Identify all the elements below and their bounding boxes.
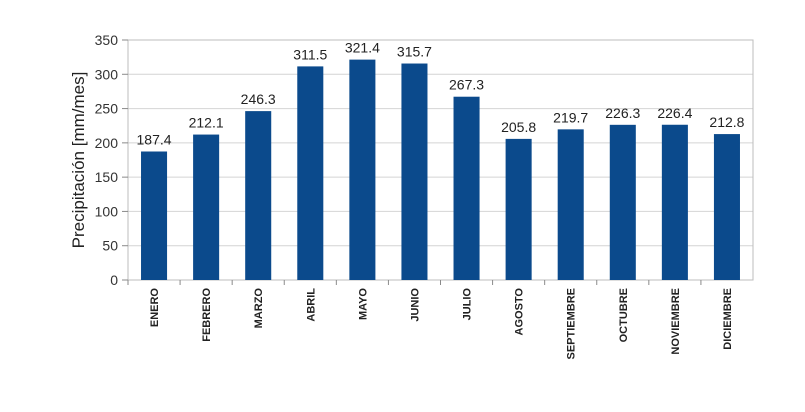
bar-diciembre (713, 134, 740, 280)
bars (141, 59, 740, 281)
data-label: 267.3 (449, 77, 484, 93)
y-tick-label: 350 (95, 32, 119, 48)
y-tick-label: 50 (102, 238, 118, 254)
bar-enero (141, 151, 168, 280)
bar-abril (297, 66, 324, 281)
x-axis-category-labels: ENERO FEBRERO MARZO ABRIL MAYO JUNIO JULIO AGOS… (149, 288, 734, 360)
x-tick-label: NOVIEMBRE (670, 288, 682, 355)
y-axis: 0 50 100 150 200 250 300 350 (95, 32, 702, 288)
y-axis-title: Precipitación [mm/mes] (69, 72, 88, 249)
data-label: 321.4 (345, 40, 380, 56)
x-tick-label: AGOSTO (514, 288, 526, 336)
x-tick-label: FEBRERO (201, 288, 213, 342)
bar-septiembre (557, 129, 584, 280)
y-tick-label: 300 (95, 66, 119, 82)
y-tick-label: 0 (110, 272, 118, 288)
data-labels: 187.4 212.1 246.3 311.5 321.4 315.7 267.3 205.8… (137, 40, 745, 148)
grid-lines (128, 73, 753, 247)
data-label: 246.3 (241, 91, 276, 107)
x-tick-label: MAYO (357, 288, 369, 320)
plot-frame (127, 39, 754, 281)
data-label: 212.1 (189, 115, 224, 131)
data-label: 226.3 (605, 105, 640, 121)
x-tick-label: ABRIL (305, 288, 317, 322)
data-label: 315.7 (397, 44, 432, 60)
data-label: 205.8 (501, 119, 536, 135)
data-label: 219.7 (553, 109, 588, 125)
bar-junio (401, 63, 428, 280)
bar-agosto (505, 138, 532, 280)
bar-noviembre (661, 124, 688, 280)
data-label: 187.4 (137, 131, 172, 147)
x-tick-label: ENERO (149, 288, 161, 328)
data-label: 212.8 (709, 114, 744, 130)
data-label: 226.4 (657, 105, 692, 121)
data-label: 311.5 (293, 46, 327, 62)
y-tick-label: 100 (95, 203, 119, 219)
x-tick-label: SEPTIEMBRE (566, 288, 578, 360)
bar-marzo (245, 111, 272, 280)
x-tick-label: MARZO (253, 288, 265, 329)
bar-julio (453, 96, 480, 280)
x-tick-label: OCTUBRE (618, 288, 630, 342)
y-tick-label: 250 (95, 101, 119, 117)
bar-octubre (609, 124, 636, 280)
y-tick-label: 150 (95, 169, 119, 185)
bar-febrero (193, 134, 220, 280)
x-tick-label: JULIO (462, 288, 474, 321)
x-tick-label: JUNIO (409, 288, 421, 322)
x-tick-label: DICIEMBRE (722, 288, 734, 350)
bar-mayo (349, 59, 376, 281)
y-tick-label: 200 (95, 135, 119, 151)
